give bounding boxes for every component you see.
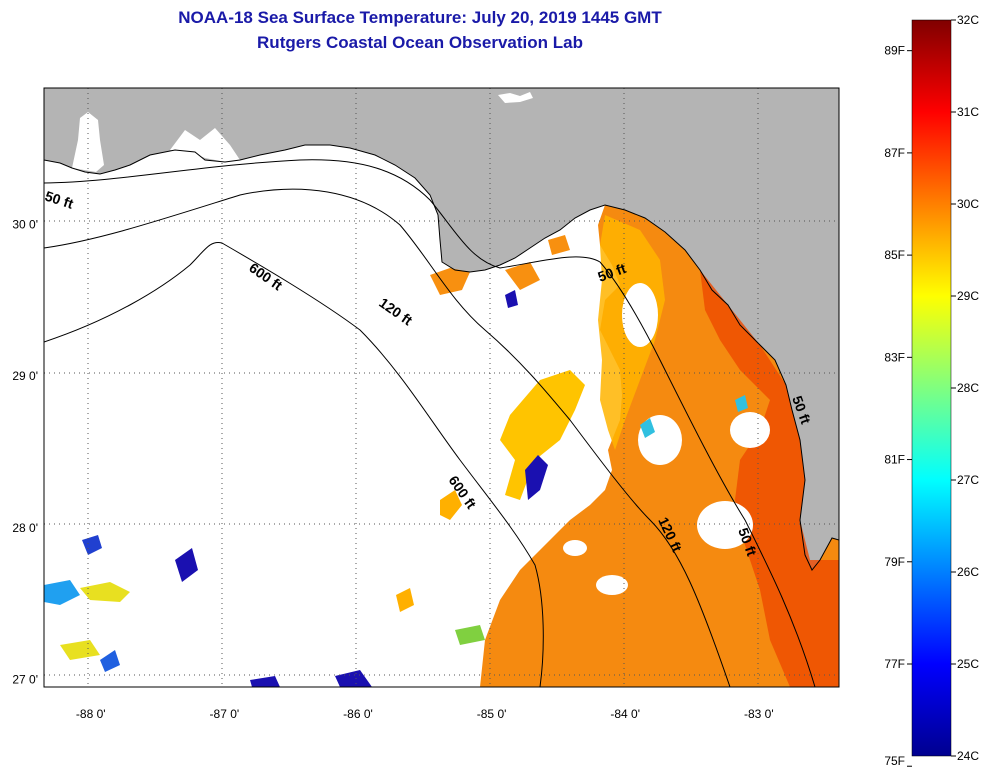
sst-patch xyxy=(80,582,130,602)
sst-hot-coast xyxy=(700,270,839,687)
sst-patch xyxy=(60,640,100,660)
lat-tick-label: 29 0' xyxy=(12,369,38,383)
bathymetry-contours xyxy=(44,159,816,687)
cold-patch xyxy=(175,548,198,582)
colorbar-celsius-label: 30C xyxy=(957,197,979,211)
cloud-gap xyxy=(563,540,587,556)
colorbar-fahrenheit-label: 83F xyxy=(884,350,905,364)
colorbar-fahrenheit-label: 79F xyxy=(884,555,905,569)
cloud-gap xyxy=(622,283,658,347)
cold-patch xyxy=(525,455,548,500)
plot-frame xyxy=(43,87,840,688)
cold-patch xyxy=(505,290,518,308)
bay-inlet xyxy=(72,112,104,172)
sst-patch xyxy=(505,262,540,290)
map-subtitle: Rutgers Coastal Ocean Observation Lab xyxy=(257,33,583,52)
cool-patch xyxy=(44,580,80,605)
colorbar-fahrenheit-label: 85F xyxy=(884,248,905,262)
colorbar-fahrenheit-label: 81F xyxy=(884,453,905,467)
colorbar-fahrenheit-label: 75F xyxy=(884,754,905,768)
colorbar-celsius-label: 28C xyxy=(957,381,979,395)
colorbar-celsius-label: 31C xyxy=(957,105,979,119)
cool-patch xyxy=(100,650,120,672)
lon-tick-label: -88 0' xyxy=(76,707,106,721)
lon-tick-label: -87 0' xyxy=(210,707,240,721)
coastline xyxy=(44,144,839,571)
sst-patch xyxy=(455,625,485,645)
colorbar-fahrenheit-label: 87F xyxy=(884,146,905,160)
lon-tick-label: -85 0' xyxy=(477,707,507,721)
lat-tick-label: 28 0' xyxy=(12,521,38,535)
map-title: NOAA-18 Sea Surface Temperature: July 20… xyxy=(178,8,662,27)
cool-patch xyxy=(640,418,655,438)
cold-patch xyxy=(82,535,102,555)
colorbar-fahrenheit-label: 89F xyxy=(884,44,905,58)
cloud-gap xyxy=(596,575,628,595)
lon-tick-label: -84 0' xyxy=(610,707,640,721)
cloud-gap xyxy=(697,501,753,549)
sst-patch xyxy=(396,588,414,612)
land-mass xyxy=(44,88,839,570)
colorbar-celsius-label: 27C xyxy=(957,473,979,487)
colorbar-celsius-label: 32C xyxy=(957,13,979,27)
sst-patch xyxy=(548,235,570,255)
colorbar-celsius-label: 24C xyxy=(957,749,979,763)
sst-patch xyxy=(440,490,462,520)
cool-patch xyxy=(735,395,748,412)
cold-patch xyxy=(335,670,372,687)
cloud-gap xyxy=(730,412,770,448)
colorbar xyxy=(911,19,952,757)
colorbar-fahrenheit-label: 77F xyxy=(884,657,905,671)
land-gap xyxy=(498,92,533,103)
lon-tick-label: -86 0' xyxy=(343,707,373,721)
sst-patch xyxy=(430,268,470,295)
cold-patch xyxy=(250,676,280,687)
lat-tick-label: 27 0' xyxy=(12,672,38,686)
lat-tick-label: 30 0' xyxy=(12,217,38,231)
colorbar-celsius-label: 26C xyxy=(957,565,979,579)
sst-patch xyxy=(500,370,585,500)
colorbar-celsius-label: 29C xyxy=(957,289,979,303)
lon-tick-label: -83 0' xyxy=(744,707,774,721)
colorbar-celsius-label: 25C xyxy=(957,657,979,671)
